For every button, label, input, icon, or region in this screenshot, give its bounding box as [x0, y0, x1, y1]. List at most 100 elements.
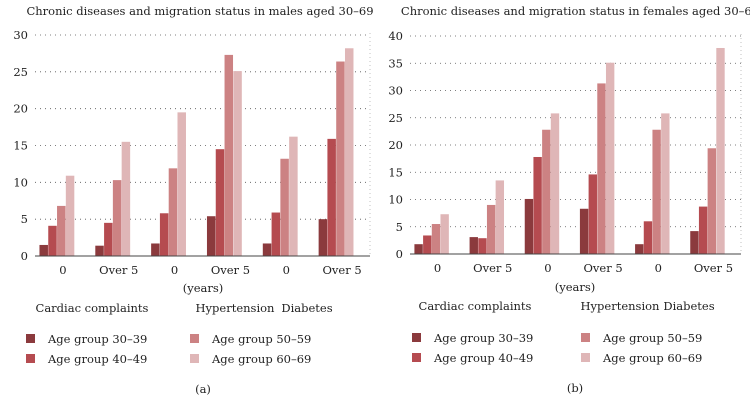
legend-label: Age group 40–49: [433, 351, 533, 365]
bar: [652, 129, 661, 254]
y-tick-label: 0: [21, 249, 28, 263]
bar: [177, 112, 186, 256]
legend-label: Age group 60–69: [602, 351, 702, 365]
bar: [121, 141, 131, 256]
bar: [168, 168, 178, 256]
x-tick-label: Over 5: [211, 263, 250, 277]
legend-label: Age group 60–69: [211, 352, 311, 366]
bar: [327, 138, 336, 256]
bar: [344, 48, 354, 257]
x-tick-label: Over 5: [694, 261, 733, 275]
y-tick-label: 10: [388, 193, 403, 207]
group-label: Hypertension: [581, 299, 661, 313]
legend-swatch: [26, 354, 35, 363]
bar: [318, 219, 328, 256]
bar: [643, 221, 653, 254]
legend-swatch: [412, 353, 421, 362]
y-tick-label: 5: [396, 220, 403, 234]
legend-swatch: [190, 334, 199, 343]
bar: [635, 244, 644, 254]
bar: [524, 198, 534, 254]
legend-label: Age group 40–49: [47, 352, 147, 366]
legend-swatch: [412, 333, 421, 342]
bar: [431, 224, 441, 254]
bar: [707, 148, 717, 254]
bar: [224, 54, 234, 256]
bar: [605, 62, 615, 254]
bar: [280, 158, 289, 256]
x-tick-label: 0: [283, 263, 290, 277]
legend-swatch: [190, 354, 199, 363]
y-tick-label: 30: [13, 28, 28, 42]
legend-label: Age group 30–39: [47, 332, 147, 346]
bar: [215, 149, 225, 256]
y-tick-label: 25: [388, 111, 403, 125]
bar: [336, 61, 345, 256]
y-tick-label: 0: [396, 247, 403, 261]
bar: [39, 244, 48, 256]
bar: [65, 175, 75, 256]
chart-title: Chronic diseases and migration status in…: [26, 4, 373, 18]
bar: [48, 225, 57, 256]
bar: [104, 222, 113, 256]
y-tick-label: 40: [388, 29, 403, 43]
bar: [550, 113, 560, 254]
bar: [289, 136, 298, 256]
group-label: Cardiac complaints: [419, 299, 532, 313]
x-axis-unit: (years): [555, 280, 596, 294]
bar: [661, 113, 670, 254]
y-tick-label: 30: [388, 84, 403, 98]
bar: [542, 129, 551, 254]
bar: [95, 245, 104, 256]
legend-swatch: [581, 333, 590, 342]
y-tick-label: 20: [13, 102, 28, 116]
bar: [57, 205, 66, 256]
bar: [588, 174, 597, 254]
y-tick-label: 20: [388, 138, 403, 152]
bar: [262, 243, 272, 256]
bar: [597, 83, 606, 254]
x-tick-label: Over 5: [99, 263, 138, 277]
bar: [271, 212, 281, 256]
bar: [698, 206, 708, 254]
y-tick-label: 35: [388, 56, 403, 70]
x-tick-label: Over 5: [322, 263, 361, 277]
x-tick-label: 0: [434, 261, 441, 275]
y-tick-label: 25: [13, 65, 28, 79]
x-tick-label: Over 5: [473, 261, 512, 275]
y-tick-label: 5: [21, 212, 28, 226]
bar: [112, 180, 122, 256]
x-tick-label: 0: [655, 261, 662, 275]
legend-label: Age group 50–59: [211, 332, 311, 346]
x-tick-label: 0: [171, 263, 178, 277]
x-tick-label: 0: [59, 263, 66, 277]
y-tick-label: 15: [13, 139, 28, 153]
bar: [233, 71, 242, 256]
panel-label: (a): [195, 382, 211, 396]
chart-title: Chronic diseases and migration status in…: [401, 4, 750, 18]
bar: [533, 156, 542, 254]
bar: [579, 208, 589, 254]
bar: [495, 180, 505, 254]
legend-swatch: [26, 334, 35, 343]
panel-label: (b): [567, 381, 583, 395]
bar: [690, 231, 699, 254]
group-label: Diabetes: [663, 299, 714, 313]
bar: [414, 244, 423, 254]
bar: [151, 243, 160, 256]
legend-label: Age group 30–39: [433, 331, 533, 345]
bar: [159, 213, 169, 256]
group-label: Diabetes: [281, 301, 332, 315]
x-axis-unit: (years): [183, 281, 224, 295]
bar: [486, 204, 496, 254]
group-label: Cardiac complaints: [36, 301, 149, 315]
bar: [469, 237, 478, 254]
bar: [440, 214, 449, 254]
bar: [206, 216, 216, 256]
y-tick-label: 15: [388, 165, 403, 179]
bar: [478, 238, 487, 254]
legend-label: Age group 50–59: [602, 331, 702, 345]
bar: [423, 235, 432, 254]
x-tick-label: Over 5: [583, 261, 622, 275]
y-tick-label: 10: [13, 175, 28, 189]
